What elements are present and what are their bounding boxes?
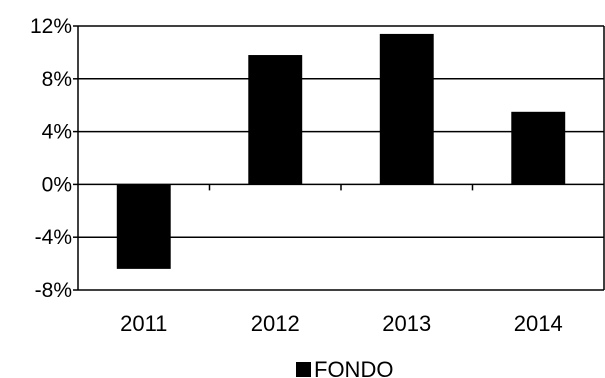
x-axis-labels: 2011 2012 2013 2014 [120,311,563,336]
y-tick-label: -8% [35,279,72,302]
y-tick-label: 8% [42,68,72,91]
legend-swatch-fondo [296,362,311,377]
x-tick-label: 2014 [514,311,563,336]
x-axis [208,184,474,191]
x-tick-label: 2013 [382,311,431,336]
y-axis: 12% 8% 4% 0% -4% -8% [30,15,79,302]
y-tick-label: 0% [42,173,72,196]
y-tick-label: -4% [35,226,72,249]
y-tick-label: 4% [42,121,72,144]
x-tick-label: 2012 [251,311,300,336]
bar-2014 [511,111,566,185]
bars [116,33,566,269]
x-tick-label: 2011 [120,311,167,336]
legend: FONDO [296,357,393,378]
legend-label-fondo: FONDO [314,357,393,378]
y-tick-label: 12% [30,15,72,38]
bar-2011 [116,184,171,269]
bar-2013 [379,33,434,185]
bar-2012 [248,55,303,185]
